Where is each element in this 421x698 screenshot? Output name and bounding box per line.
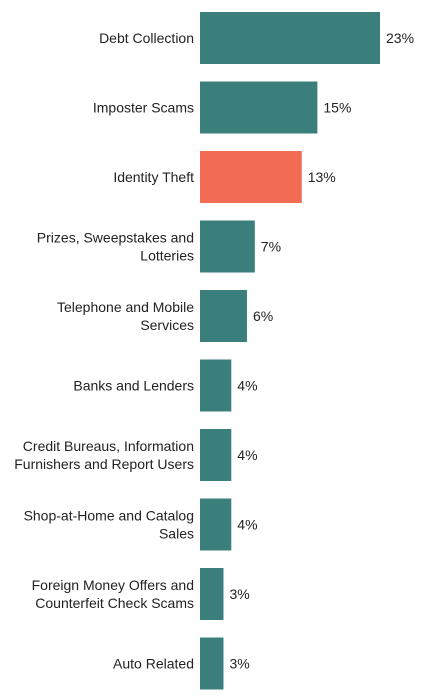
category-label-4: Telephone and Mobile Services xyxy=(57,299,194,333)
category-label-5: Banks and Lenders xyxy=(73,378,194,394)
category-label-7: Shop-at-Home and Catalog Sales xyxy=(24,508,194,542)
value-label-8: 3% xyxy=(229,586,249,602)
value-label-6: 4% xyxy=(237,447,257,463)
bar-2 xyxy=(200,151,302,203)
category-label-0: Debt Collection xyxy=(99,30,194,46)
bar-0 xyxy=(200,12,380,64)
bar-9 xyxy=(200,637,224,690)
category-label-8: Foreign Money Offers and Counterfeit Chec… xyxy=(32,577,194,611)
bar-3 xyxy=(200,220,255,273)
value-label-4: 6% xyxy=(253,308,273,324)
bar-8 xyxy=(200,568,224,620)
value-label-7: 4% xyxy=(237,517,257,533)
bar-4 xyxy=(200,290,247,342)
value-label-2: 13% xyxy=(308,169,336,185)
bar-7 xyxy=(200,498,232,551)
value-label-1: 15% xyxy=(323,100,351,116)
bar-1 xyxy=(200,81,318,134)
category-label-3: Prizes, Sweepstakes and Lotteries xyxy=(37,230,194,264)
category-label-6: Credit Bureaus, Information Furnishers an… xyxy=(14,438,194,472)
category-label-9: Auto Related xyxy=(113,656,194,672)
value-label-5: 4% xyxy=(237,378,257,394)
bar-6 xyxy=(200,429,232,481)
category-label-1: Imposter Scams xyxy=(93,100,194,116)
value-label-9: 3% xyxy=(229,656,249,672)
bar-5 xyxy=(200,359,232,412)
value-label-0: 23% xyxy=(386,30,414,46)
category-label-2: Identity Theft xyxy=(113,169,194,185)
value-label-3: 7% xyxy=(261,239,281,255)
